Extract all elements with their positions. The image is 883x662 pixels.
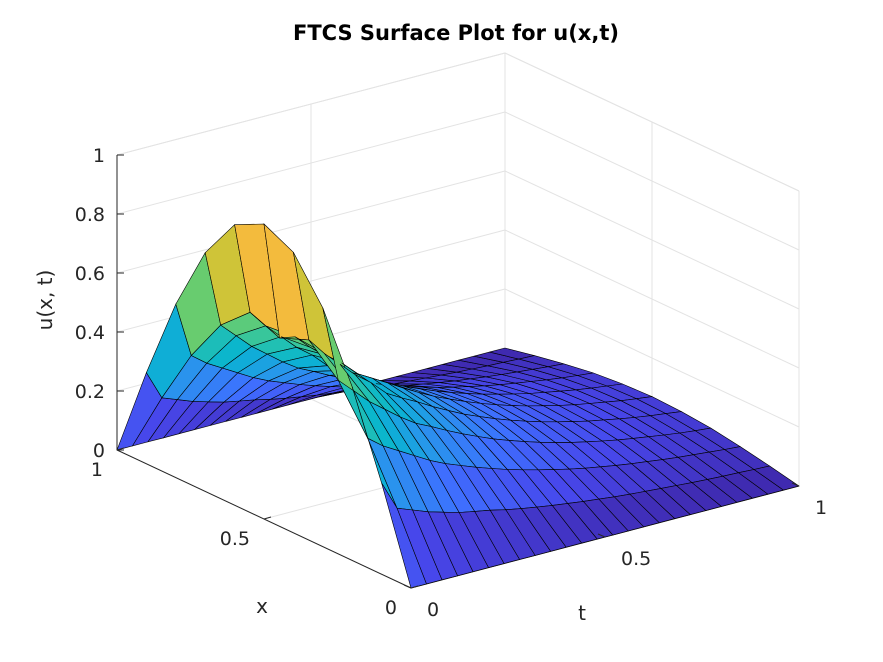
t-tick-label: 0.5 (621, 548, 651, 570)
x-tick-label: 0 (385, 597, 397, 619)
z-axis-label: u(x, t) (33, 270, 57, 331)
t-tick-label: 0 (427, 599, 439, 621)
x-tick-mark (410, 585, 419, 589)
x-tick-label: 1 (91, 459, 103, 481)
t-tick-mark (791, 482, 800, 487)
z-tick-label: 0 (93, 440, 105, 462)
t-axis-label: t (578, 601, 586, 625)
pane-edge (504, 52, 800, 192)
z-tick-label: 0.6 (75, 263, 105, 285)
t-tick-mark (597, 533, 606, 538)
t-tick-mark (403, 584, 412, 589)
surface-patch (753, 465, 800, 491)
z-tick-label: 0.8 (75, 204, 105, 226)
t-tick-label: 1 (815, 497, 827, 519)
x-tick-label: 0.5 (220, 528, 250, 550)
x-tick-mark (263, 516, 272, 520)
z-tick-label: 1 (93, 145, 105, 167)
z-tick-label: 0.4 (75, 322, 105, 344)
chart-title: FTCS Surface Plot for u(x,t) (293, 21, 619, 45)
surface-layer (116, 223, 800, 589)
x-axis-label: x (256, 594, 268, 618)
x-tick-mark (116, 447, 125, 451)
z-tick-label: 0.2 (75, 381, 105, 403)
pane-edge (116, 52, 506, 156)
